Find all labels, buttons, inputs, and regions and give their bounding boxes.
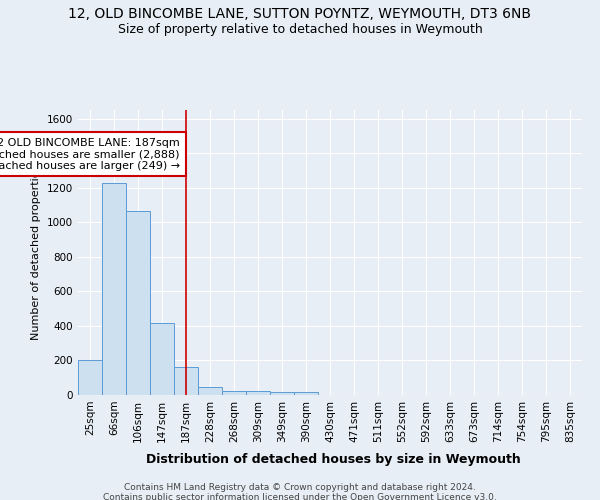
Text: Size of property relative to detached houses in Weymouth: Size of property relative to detached ho… bbox=[118, 22, 482, 36]
Bar bbox=[126, 210, 150, 395]
Text: 12 OLD BINCOMBE LANE: 187sqm
← 92% of detached houses are smaller (2,888)
8% of : 12 OLD BINCOMBE LANE: 187sqm ← 92% of de… bbox=[0, 138, 180, 171]
Bar bbox=[270, 392, 294, 395]
Bar bbox=[150, 324, 174, 395]
Text: Distribution of detached houses by size in Weymouth: Distribution of detached houses by size … bbox=[146, 452, 520, 466]
Bar bbox=[294, 392, 318, 395]
Text: 12, OLD BINCOMBE LANE, SUTTON POYNTZ, WEYMOUTH, DT3 6NB: 12, OLD BINCOMBE LANE, SUTTON POYNTZ, WE… bbox=[68, 8, 532, 22]
Text: Contains HM Land Registry data © Crown copyright and database right 2024.
Contai: Contains HM Land Registry data © Crown c… bbox=[103, 482, 497, 500]
Bar bbox=[246, 391, 270, 395]
Bar bbox=[198, 386, 222, 395]
Bar bbox=[102, 183, 126, 395]
Bar bbox=[222, 390, 246, 395]
Bar bbox=[174, 366, 198, 395]
Bar bbox=[78, 360, 102, 395]
Y-axis label: Number of detached properties: Number of detached properties bbox=[31, 165, 41, 340]
